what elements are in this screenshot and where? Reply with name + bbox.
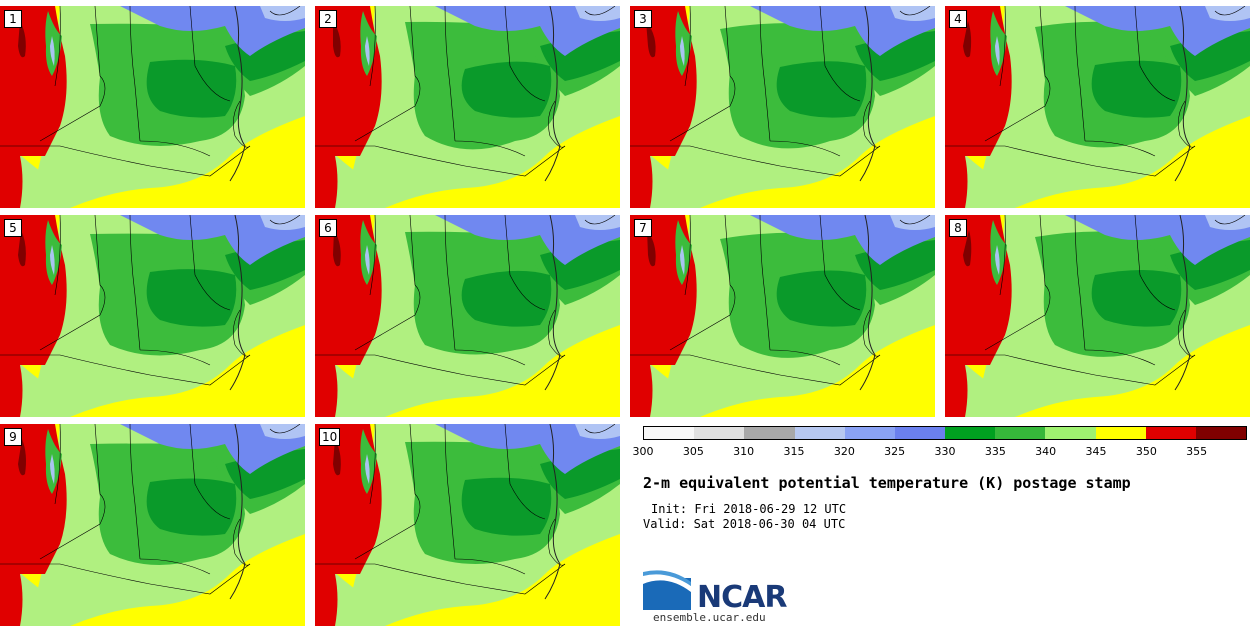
colorbar [643, 426, 1247, 440]
colorbar-swatch [794, 427, 845, 439]
colorbar-swatch [1145, 427, 1196, 439]
colorbar-tick-label: 320 [833, 445, 855, 458]
ensemble-member-map-6: 6 [315, 215, 620, 417]
ensemble-member-map-10: 10 [315, 424, 620, 626]
colorbar-swatch [945, 427, 996, 439]
colorbar-tick-label: 325 [884, 445, 906, 458]
ensemble-member-map-2: 2 [315, 6, 620, 208]
colorbar-swatch [1045, 427, 1096, 439]
member-number-label: 6 [319, 219, 337, 237]
ensemble-member-map-4: 4 [945, 6, 1250, 208]
member-number-label: 8 [949, 219, 967, 237]
valid-time: Valid: Sat 2018-06-30 04 UTC [643, 517, 846, 531]
colorbar-ticks: 300 305 310 315 320 325 330 335 340 345 350 355 [633, 445, 1247, 459]
colorbar-swatch [894, 427, 946, 439]
colorbar-tick-label: 305 [682, 445, 704, 458]
ensemble-member-map-1: 1 [0, 6, 305, 208]
colorbar-swatch [744, 427, 795, 439]
member-number-label: 5 [4, 219, 22, 237]
init-time: Init: Fri 2018-06-29 12 UTC [651, 502, 847, 516]
colorbar-swatch [995, 427, 1046, 439]
colorbar-tick-label: 315 [783, 445, 805, 458]
colorbar-swatch [1195, 427, 1247, 439]
ensemble-member-map-9: 9 [0, 424, 305, 626]
colorbar-tick-label: 330 [934, 445, 956, 458]
colorbar-tick-label: 335 [984, 445, 1006, 458]
member-number-label: 4 [949, 10, 967, 28]
ncar-logo-icon [643, 570, 691, 610]
colorbar-tick-label: 310 [733, 445, 755, 458]
colorbar-swatch [1095, 427, 1146, 439]
member-number-label: 10 [319, 428, 341, 446]
member-number-label: 1 [4, 10, 22, 28]
ensemble-member-map-7: 7 [630, 215, 935, 417]
member-number-label: 9 [4, 428, 22, 446]
colorbar-tick-label: 300 [632, 445, 654, 458]
colorbar-tick-label: 345 [1085, 445, 1107, 458]
colorbar-tick-label: 350 [1135, 445, 1157, 458]
figure-title: 2-m equivalent potential temperature (K)… [643, 474, 1131, 492]
member-number-label: 2 [319, 10, 337, 28]
ensemble-member-map-8: 8 [945, 215, 1250, 417]
colorbar-tick-label: 355 [1186, 445, 1208, 458]
ensemble-member-map-3: 3 [630, 6, 935, 208]
site-url: ensemble.ucar.edu [653, 611, 766, 624]
colorbar-swatch [644, 427, 695, 439]
member-number-label: 7 [634, 219, 652, 237]
ensemble-member-map-5: 5 [0, 215, 305, 417]
colorbar-tick-label: 340 [1035, 445, 1057, 458]
ncar-logo-text: NCAR [697, 580, 787, 615]
colorbar-swatch [844, 427, 895, 439]
colorbar-swatch [694, 427, 745, 439]
member-number-label: 3 [634, 10, 652, 28]
